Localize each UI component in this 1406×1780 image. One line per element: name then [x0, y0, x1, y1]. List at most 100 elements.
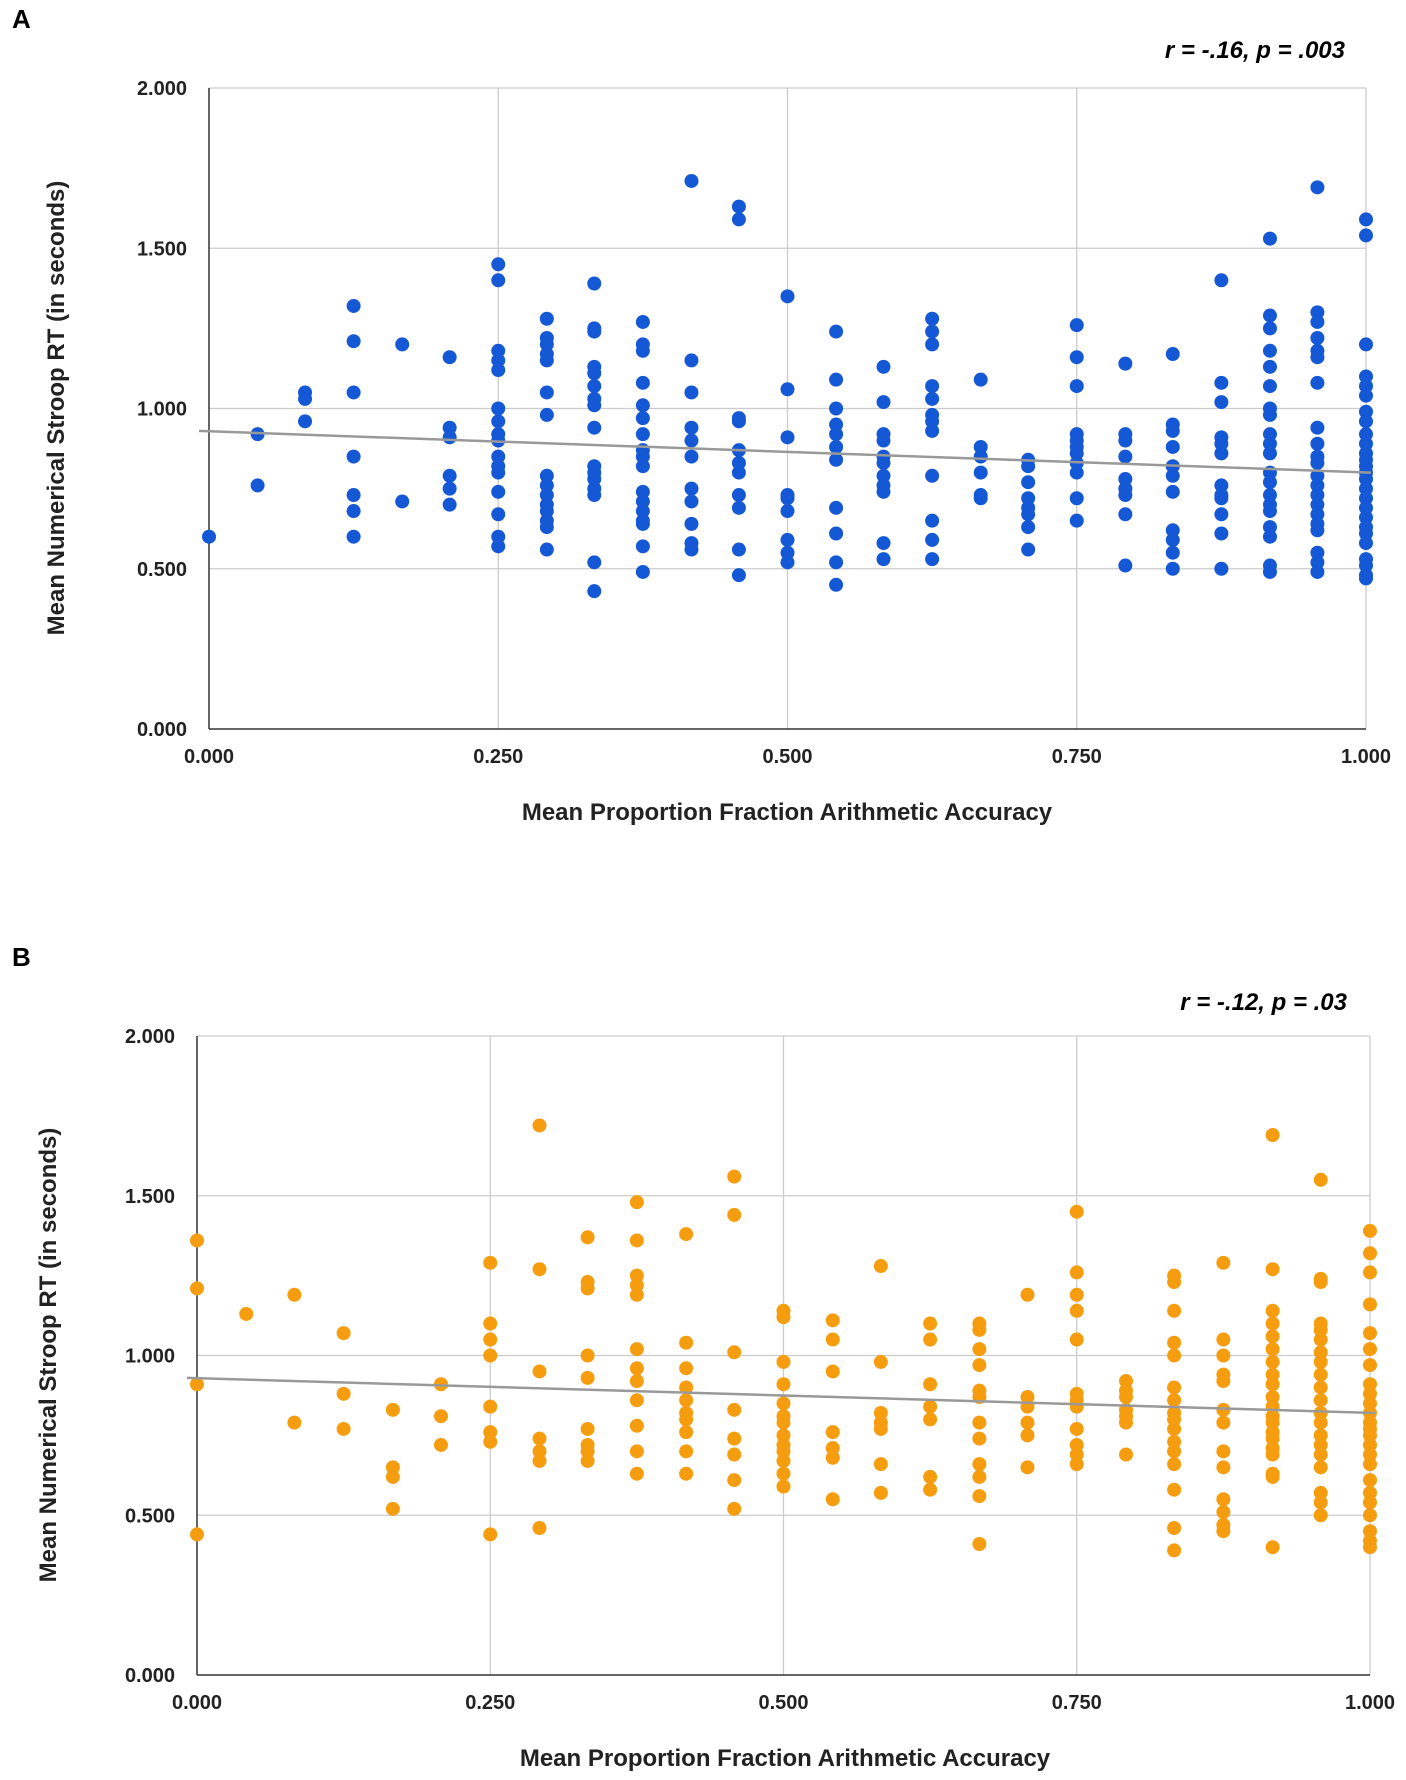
data-point: [580, 1421, 595, 1436]
data-point: [1310, 523, 1325, 538]
data-point: [1214, 446, 1229, 461]
data-point: [1310, 497, 1325, 512]
data-point: [1265, 1303, 1280, 1318]
data-point: [1119, 1374, 1134, 1389]
data-point: [1167, 1434, 1182, 1449]
data-point: [491, 273, 506, 288]
data-point: [1363, 1437, 1377, 1452]
data-point: [1363, 1447, 1377, 1462]
data-point: [1313, 1332, 1328, 1347]
data-point: [1216, 1524, 1231, 1539]
data-point: [1363, 1297, 1377, 1312]
data-point: [1313, 1460, 1328, 1475]
data-point: [873, 1354, 888, 1369]
data-point: [925, 391, 940, 406]
data-point: [679, 1412, 694, 1427]
data-point: [780, 545, 795, 560]
data-point: [1165, 484, 1180, 499]
data-point: [635, 411, 650, 426]
data-point: [1165, 545, 1180, 560]
data-point: [336, 1421, 351, 1436]
data-point: [876, 484, 891, 499]
data-point: [1021, 542, 1036, 557]
data-point: [442, 481, 457, 496]
data-point: [629, 1278, 644, 1293]
data-point: [483, 1527, 498, 1542]
data-point: [1118, 507, 1133, 522]
data-point: [825, 1492, 840, 1507]
data-point: [1265, 1342, 1280, 1357]
y-tick-label: 2.000: [137, 78, 187, 100]
data-point: [532, 1431, 547, 1446]
data-point: [1069, 1204, 1084, 1219]
data-point: [336, 1326, 351, 1341]
points-b: [186, 1118, 1377, 1558]
data-point: [1262, 407, 1277, 422]
data-point: [1021, 475, 1036, 490]
x-tick-label: 0.000: [184, 746, 234, 768]
data-point: [1363, 1246, 1377, 1261]
data-point: [1069, 379, 1084, 394]
data-point: [239, 1306, 254, 1321]
data-point: [923, 1399, 938, 1414]
data-point: [684, 433, 699, 448]
data-point: [1262, 504, 1277, 519]
data-point: [972, 1358, 987, 1373]
data-point: [1359, 558, 1373, 573]
data-point: [1265, 1390, 1280, 1405]
y-tick-label: 1.500: [137, 238, 187, 260]
data-point: [684, 494, 699, 509]
data-point: [1313, 1322, 1328, 1337]
data-point: [825, 1450, 840, 1465]
data-point: [1310, 314, 1325, 329]
data-point: [1167, 1348, 1182, 1363]
data-point: [925, 337, 940, 352]
data-point: [1359, 379, 1373, 394]
data-point: [1313, 1380, 1328, 1395]
data-point: [825, 1313, 840, 1328]
data-point: [1265, 1447, 1280, 1462]
data-point: [1310, 555, 1325, 570]
y-tick-label: 0.000: [137, 719, 187, 741]
data-point: [442, 350, 457, 365]
data-point: [776, 1310, 791, 1325]
data-point: [491, 465, 506, 480]
data-point: [483, 1425, 498, 1440]
data-point: [491, 343, 506, 358]
data-point: [1214, 478, 1229, 493]
data-point: [1069, 318, 1084, 333]
data-point: [1167, 1380, 1182, 1395]
data-point: [1262, 488, 1277, 503]
data-point: [587, 488, 602, 503]
data-point: [925, 379, 940, 394]
data-point: [1265, 1354, 1280, 1369]
data-point: [1118, 433, 1133, 448]
data-point: [1310, 350, 1325, 365]
data-point: [1167, 1393, 1182, 1408]
data-point: [1265, 1415, 1280, 1430]
data-point: [829, 427, 844, 442]
data-point: [1313, 1354, 1328, 1369]
data-point: [1359, 536, 1373, 551]
data-point: [635, 494, 650, 509]
x-axis-label-a: Mean Proportion Fraction Arithmetic Accu…: [522, 799, 1053, 826]
data-point: [876, 359, 891, 374]
data-point: [629, 1444, 644, 1459]
panel-label-b: B: [12, 942, 31, 972]
data-point: [1069, 1265, 1084, 1280]
data-point: [780, 532, 795, 547]
data-point: [1020, 1428, 1035, 1443]
data-point: [776, 1428, 791, 1443]
data-point: [776, 1444, 791, 1459]
data-point: [925, 532, 940, 547]
data-point: [731, 455, 746, 470]
data-point: [1363, 1473, 1377, 1488]
x-tick-label: 0.000: [172, 1692, 222, 1714]
data-point: [727, 1473, 742, 1488]
data-point: [580, 1444, 595, 1459]
data-point: [731, 199, 746, 214]
data-point: [629, 1361, 644, 1376]
data-point: [727, 1402, 742, 1417]
data-point: [829, 372, 844, 387]
